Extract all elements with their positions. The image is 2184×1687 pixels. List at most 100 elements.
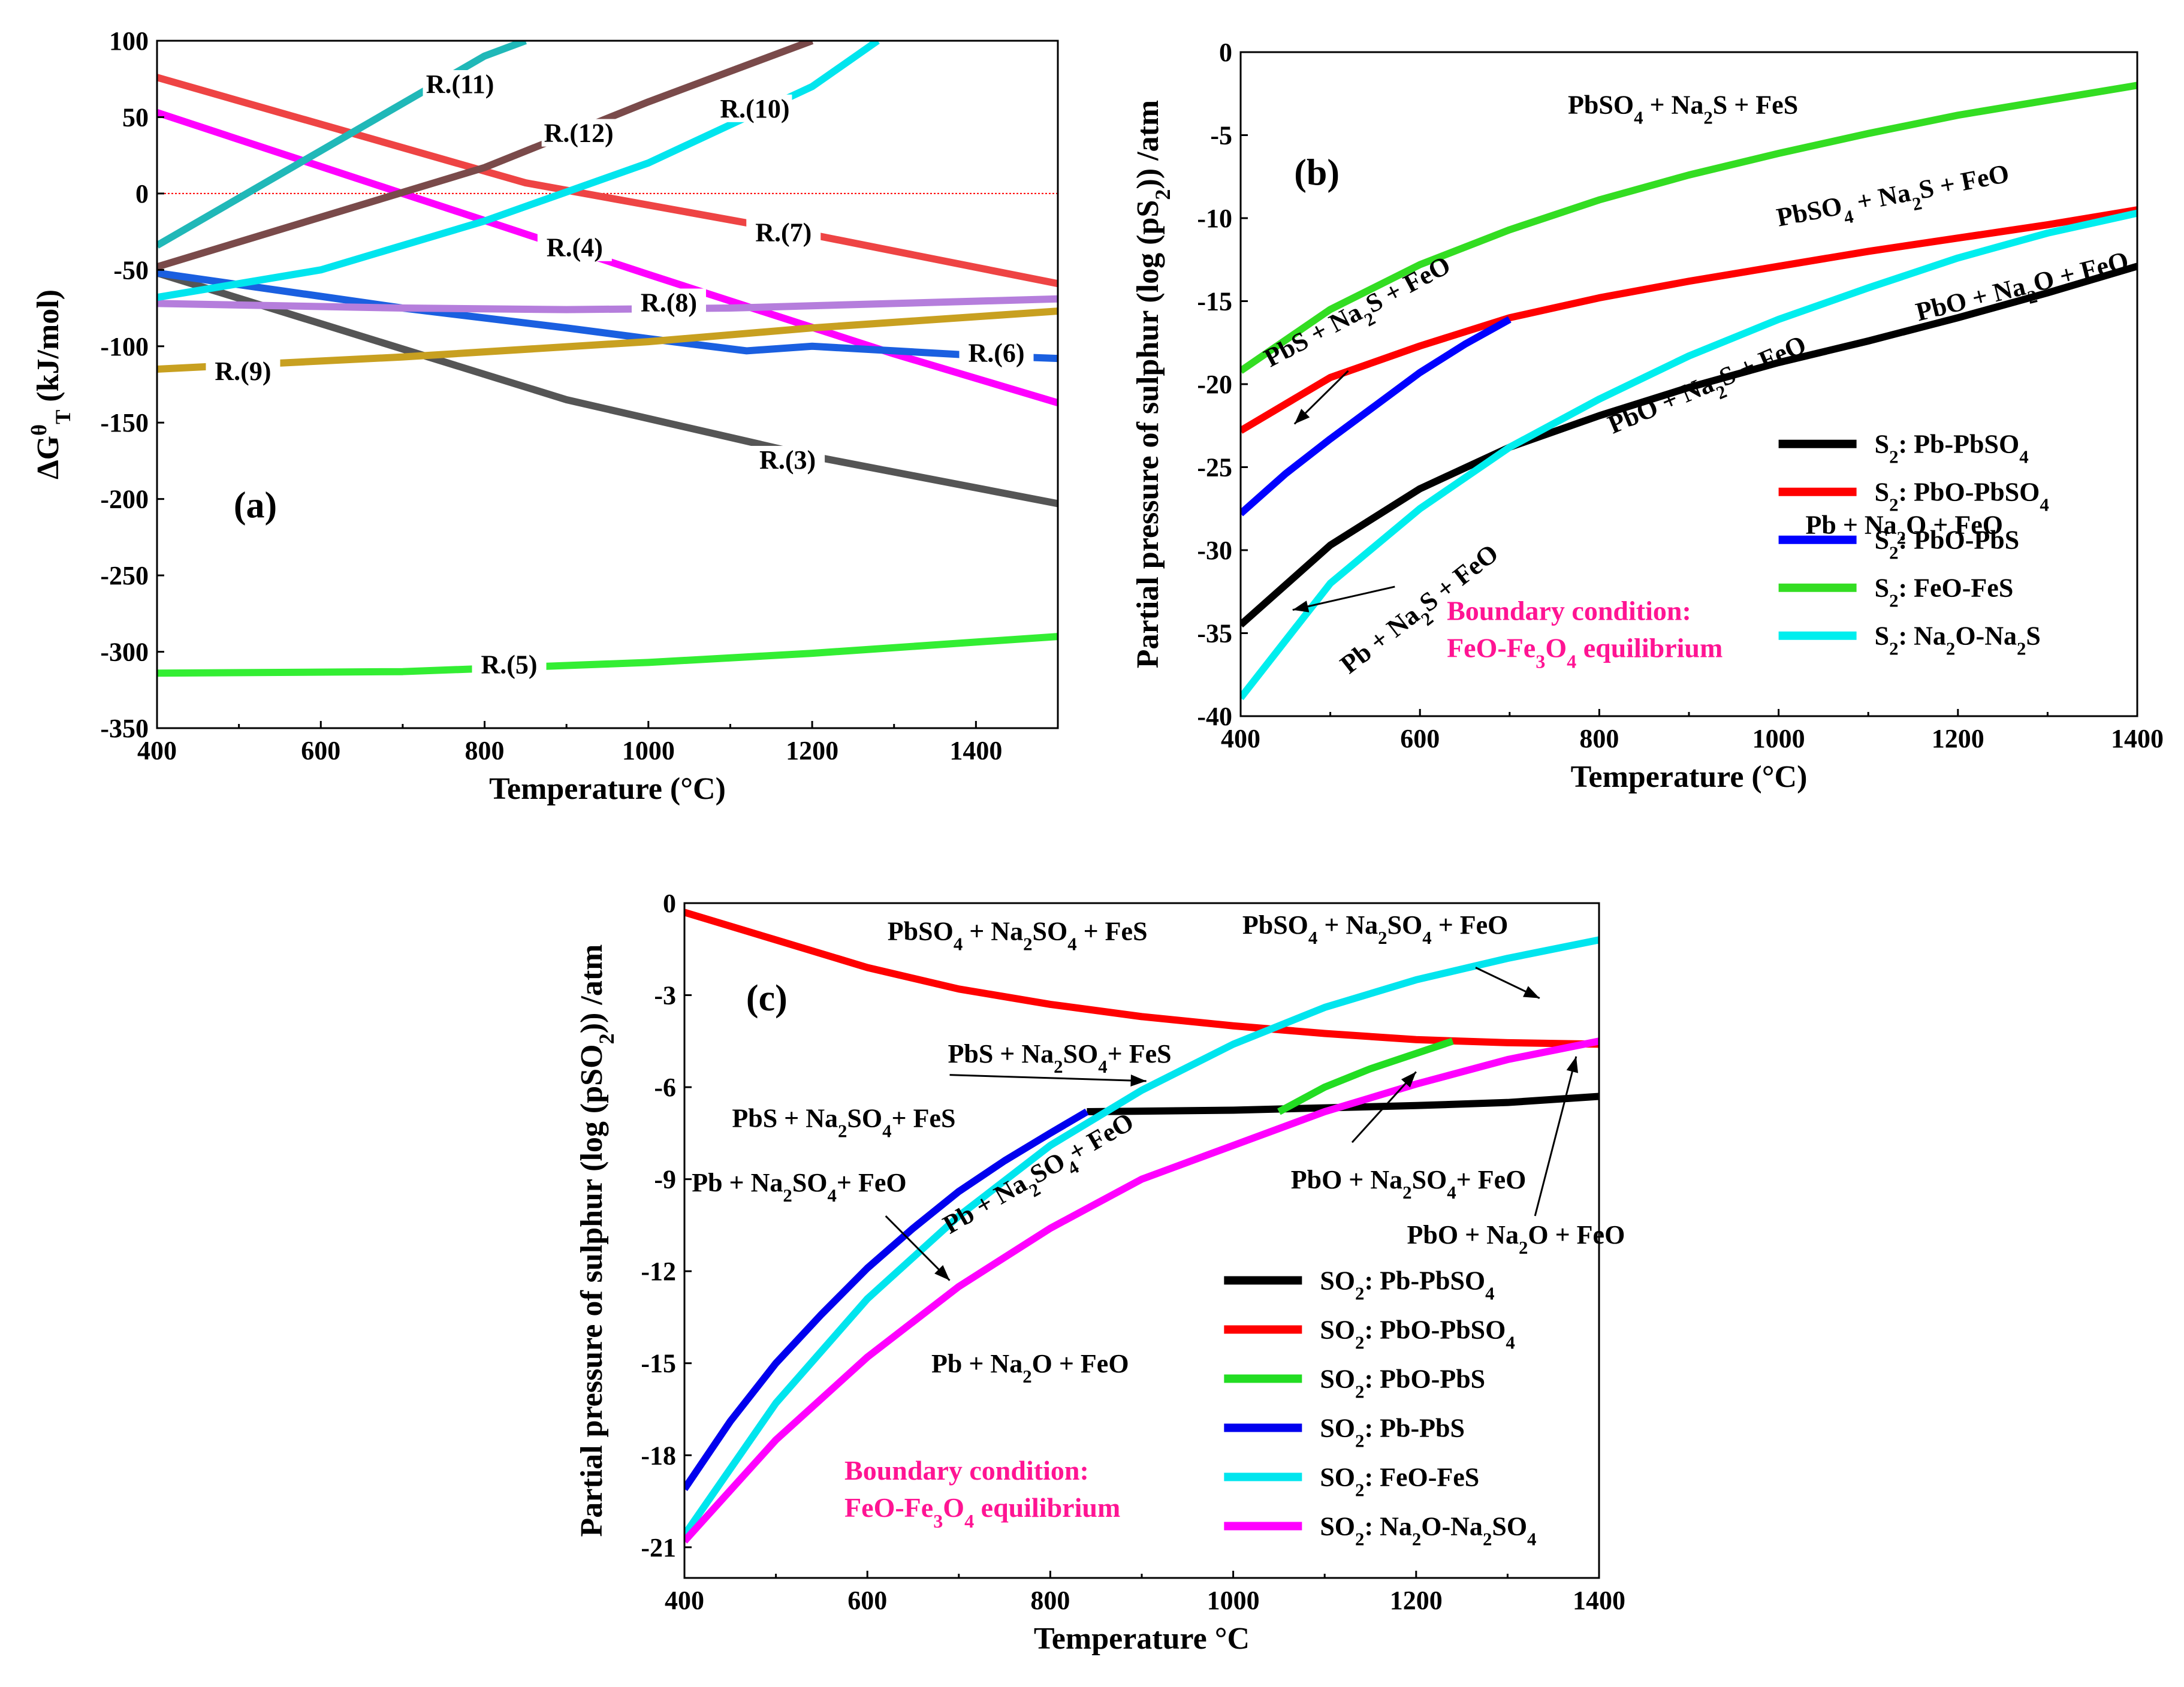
y-tick-label: -15 [1197,287,1232,316]
y-tick-label: -20 [1197,370,1232,399]
y-tick-label: -12 [641,1257,676,1286]
y-tick-label: -40 [1197,702,1232,731]
series-line-6 [157,307,1058,373]
legend-entry: SO2: Na2O-Na2SO4 [1320,1512,1536,1550]
x-axis-label: Temperature (°C) [489,772,726,806]
annotation-arrowhead [934,1265,950,1281]
region-label: PbSO4 + Na2S + FeO [1774,158,2013,240]
region-label: PbO + Na2SO4+ FeO [1291,1165,1527,1203]
x-tick-label: 1200 [786,736,838,765]
chart-panel-b: 400 600 800 1000 1200 1400 -40 -35 -30 -25 -20 -15 -… [1131,38,2164,794]
x-tick-label: 1200 [1390,1586,1443,1615]
series-label-bg [206,357,280,385]
series-line-4 [157,74,1058,288]
boundary-condition-line2: FeO-Fe3O4 equilibrium [1447,632,1723,672]
y-axis-label: Partial pressure of sulphur (log (pSO2))… [575,944,619,1537]
series-line-1 [1241,206,2137,434]
y-tick-label: 0 [663,889,676,918]
series-line-5 [157,295,1058,313]
x-tick-label: 400 [665,1586,704,1615]
region-label: Pb + Na2O + FeO [931,1349,1129,1387]
boundary-condition-line2: FeO-Fe3O4 equilibrium [844,1492,1120,1532]
series-line-3 [157,269,1058,363]
region-label: PbS + Na2SO4+ FeS [732,1104,955,1142]
y-tick-label: -300 [100,638,149,667]
x-tick-label: 1200 [1932,724,1984,753]
series-label-bg [423,70,497,98]
y-tick-label: 50 [122,102,149,132]
series-line-2 [1277,1037,1454,1115]
x-tick-label: 600 [847,1586,887,1615]
y-tick-label: -35 [1197,619,1232,648]
chart-panel-a: R.(3) R.(4) R.(5) R.(6) R.(7) R.(8) R.(9) R.(10… [27,26,1059,806]
region-label: PbSO4 + Na2SO4 + FeO [1242,910,1509,948]
annotation-arrowhead [1401,1072,1416,1088]
series-label: R.(11) [426,70,494,99]
y-tick-label: -50 [113,255,149,285]
x-tick-label: 1000 [622,736,675,765]
series-label: R.(5) [481,650,537,680]
series-line-2 [1241,316,1512,517]
series-line-1 [157,109,1058,406]
y-axis-label: Partial pressure of sulphur (log (pS2)) … [1131,100,1175,668]
y-tick-label: 0 [1219,38,1232,67]
y-tick-label: -15 [641,1349,676,1378]
x-tick-label: 1400 [949,736,1002,765]
y-tick-label: -350 [100,714,149,743]
series-label: R.(7) [755,218,812,247]
annotation-arrow [1534,1056,1577,1217]
series-label: R.(6) [968,339,1024,368]
legend-entry: SO2: Pb-PbSO4 [1320,1266,1494,1304]
plot-frame [156,40,1059,729]
y-tick-label: -5 [1210,121,1232,150]
legend-entry: SO2: PbO-PbS [1320,1365,1485,1402]
region-label: Pb + Na2SO4+ FeO [692,1168,906,1206]
region-label: Pb + Na2SO4+ FeO [938,1107,1143,1247]
x-tick-label: 600 [301,736,340,765]
y-tick-label: -18 [641,1441,676,1470]
annotation-arrowhead [1566,1056,1579,1073]
panel-label: (b) [1294,153,1340,194]
y-tick-label: -30 [1197,536,1232,565]
series-line-0 [1241,262,2137,628]
panel-label: (a) [234,485,277,526]
x-axis-label: Temperature (°C) [1571,760,1808,794]
y-tick-label: -100 [100,332,149,361]
series-label-bg [631,288,706,316]
x-tick-label: 1000 [1207,1586,1260,1615]
series-label: R.(4) [547,233,603,262]
region-label: PbO + Na2O + FeO [1407,1220,1625,1258]
panel-label: (c) [746,978,788,1019]
series-label-bg [959,339,1034,367]
series-label-bg [472,650,547,678]
x-tick-label: 800 [465,736,505,765]
legend-entry: S2: FeO-FeS [1875,574,2014,611]
legend-entry: S2: PbO-PbSO4 [1875,478,2049,515]
y-axis-label: ΔGθT (kJ/mol) [27,289,75,479]
series-label-bg [541,119,616,147]
y-tick-label: -6 [654,1073,676,1102]
x-tick-label: 400 [137,736,177,765]
legend-entry: SO2: Pb-PbS [1320,1414,1465,1451]
annotation-arrowhead [1294,409,1310,424]
region-label: PbSO4 + Na2SO4 + FeS [888,916,1148,954]
series-line-3 [684,1108,1089,1491]
boundary-condition-line1: Boundary condition: [844,1455,1089,1486]
y-tick-label: -10 [1197,204,1232,233]
series-line-4 [1241,209,2137,701]
x-tick-label: 400 [1221,724,1260,753]
region-label: PbS + Na2SO4+ FeS [948,1039,1171,1077]
series-group [1241,82,2137,701]
legend-entry: S2: Pb-PbSO4 [1875,430,2029,467]
series-line-3 [1241,82,2137,374]
series-line-8 [157,41,527,249]
annotation-arrowhead [1292,600,1310,612]
y-tick-label: 0 [135,179,149,209]
legend-entry: SO2: FeO-FeS [1320,1463,1479,1501]
annotation-arrow [1351,1071,1417,1143]
series-label: R.(12) [544,119,614,148]
series-line-5 [684,1037,1599,1544]
y-tick-label: -150 [100,408,149,437]
y-tick-label: -250 [100,561,149,590]
